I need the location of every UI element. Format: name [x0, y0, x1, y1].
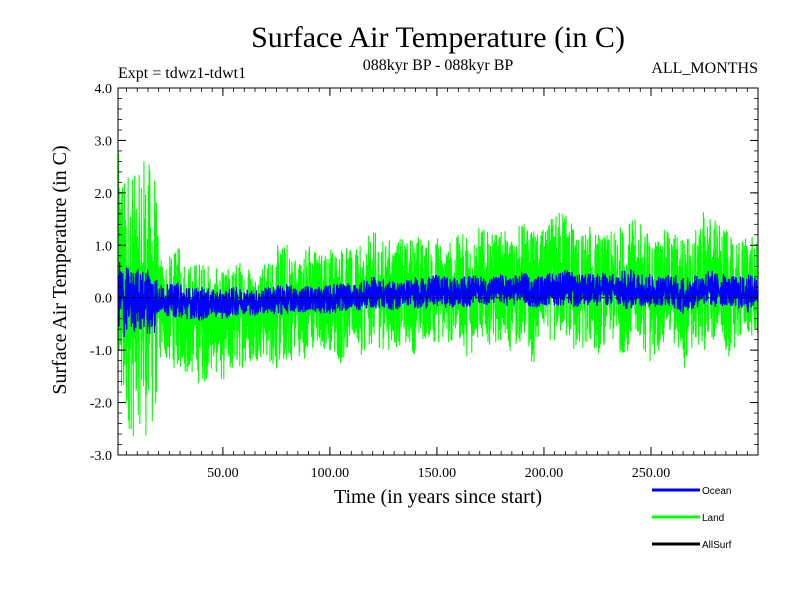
- y-tick-label: -1.0: [90, 344, 112, 359]
- chart-title: Surface Air Temperature (in C): [251, 21, 625, 54]
- y-tick-label: 4.0: [95, 82, 113, 97]
- y-tick-label: -2.0: [90, 397, 112, 412]
- y-tick-label: 3.0: [95, 134, 113, 149]
- plot-area: [117, 87, 759, 456]
- y-tick-label: 0.0: [95, 292, 113, 307]
- y-tick-label: -3.0: [90, 449, 112, 464]
- y-tick-label: 2.0: [95, 187, 113, 202]
- x-tick-label: 100.00: [311, 466, 350, 481]
- y-tick-label: 1.0: [95, 239, 113, 254]
- y-axis-label: Surface Air Temperature (in C): [49, 145, 71, 394]
- x-tick-label: 200.00: [525, 466, 564, 481]
- x-tick-label: 250.00: [632, 466, 671, 481]
- series-line-ocean: [117, 261, 759, 338]
- legend-label-ocean: Ocean: [702, 486, 731, 497]
- period-label: 088kyr BP - 088kyr BP: [363, 57, 514, 74]
- legend: Ocean Land AllSurf: [652, 486, 732, 551]
- x-tick-label: 50.00: [207, 466, 239, 481]
- y-axis: -3.0 -2.0 -1.0 0.0 1.0 2.0 3.0 4.0: [90, 82, 758, 464]
- legend-label-allsurf: AllSurf: [702, 540, 732, 551]
- x-axis-label: Time (in years since start): [334, 486, 542, 508]
- x-tick-label: 150.00: [418, 466, 457, 481]
- x-axis: 50.00 100.00 150.00 200.00 250.00: [126, 88, 759, 481]
- legend-label-land: Land: [702, 513, 724, 524]
- experiment-label: Expt = tdwz1-tdwt1: [118, 65, 246, 82]
- months-label: ALL_MONTHS: [651, 60, 758, 77]
- plot-frame: [117, 87, 759, 456]
